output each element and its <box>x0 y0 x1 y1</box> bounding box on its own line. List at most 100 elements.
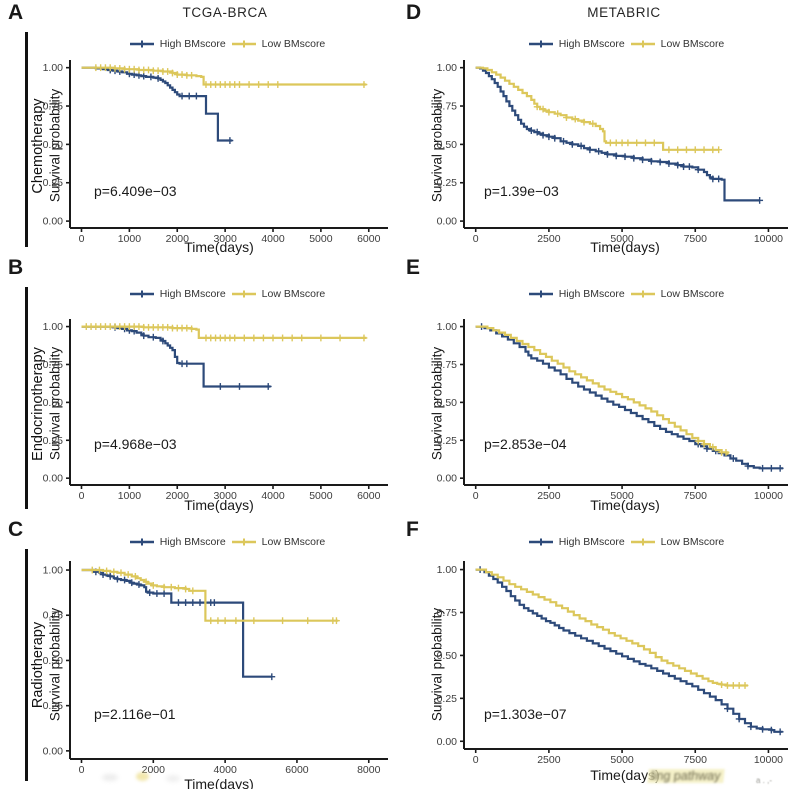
svg-text:0.75: 0.75 <box>43 359 64 371</box>
panel-letter-a: A <box>8 1 24 24</box>
svg-text:0.50: 0.50 <box>43 139 64 151</box>
svg-text:2500: 2500 <box>537 754 561 766</box>
svg-text:7500: 7500 <box>684 490 708 501</box>
x-axis-title: Time(days) <box>184 776 254 789</box>
svg-text:2500: 2500 <box>537 490 561 501</box>
legend-key-low-bmscore-icon <box>231 40 256 48</box>
x-axis-title: Time(days) <box>184 239 254 255</box>
panel-letter-f: F <box>406 518 419 541</box>
svg-text:0.00: 0.00 <box>437 473 458 485</box>
svg-text:1.00: 1.00 <box>437 321 458 333</box>
legend-label-high-bmscore: High BMscore <box>558 38 625 50</box>
svg-text:0.00: 0.00 <box>437 216 458 228</box>
km-plot: 0.00 0.25 0.50 0.75 1.00 0 2500 5000 7500 10000 <box>437 60 788 244</box>
panel-radiotherapy-tcga: Radiotherapy C High BMscore Low BMscore … <box>0 517 398 789</box>
gray-smudge-artifact <box>102 774 118 781</box>
legend-label-high-bmscore: High BMscore <box>558 536 625 548</box>
svg-text:0.50: 0.50 <box>437 397 458 409</box>
svg-text:2000: 2000 <box>166 233 190 244</box>
svg-text:0: 0 <box>473 754 479 766</box>
svg-text:0.50: 0.50 <box>437 139 458 151</box>
svg-text:5000: 5000 <box>309 233 333 244</box>
p-value-annotation: p=1.39e−03 <box>484 183 559 199</box>
panel-letter-e: E <box>406 256 421 279</box>
x-axis-title: Time(days) <box>590 239 660 255</box>
svg-text:7500: 7500 <box>684 754 708 766</box>
svg-text:0.75: 0.75 <box>43 610 64 622</box>
row-divider-bar <box>25 32 28 247</box>
row-divider-bar <box>25 287 28 509</box>
legend-key-high-bmscore-icon <box>528 40 553 48</box>
legend-label-low-bmscore: Low BMscore <box>660 288 725 300</box>
svg-text:1.00: 1.00 <box>43 321 64 333</box>
legend-label-low-bmscore: Low BMscore <box>660 38 725 50</box>
svg-text:7500: 7500 <box>684 233 708 244</box>
legend-label-low-bmscore: Low BMscore <box>660 536 725 548</box>
svg-text:5000: 5000 <box>610 490 634 501</box>
panel-endocrinotherapy-metabric: E High BMscore Low BMscore Survival prob… <box>398 255 798 517</box>
svg-text:0: 0 <box>79 233 85 244</box>
panel-endocrinotherapy-tcga: Endocrinotherapy B High BMscore Low BMsc… <box>0 255 398 517</box>
legend: High BMscore Low BMscore <box>458 288 794 300</box>
svg-text:0: 0 <box>79 490 85 501</box>
svg-text:0: 0 <box>473 490 479 501</box>
svg-text:5000: 5000 <box>610 754 634 766</box>
gray-smudge-artifact <box>166 775 180 782</box>
km-plot: 0.000.250.500.751.000 2000 4000 6000 8000 <box>43 561 388 776</box>
panel-letter-c: C <box>8 518 24 541</box>
km-plot: 0.00 0.25 0.50 0.75 1.00 0 2500 5000 7500 10000 <box>437 561 788 766</box>
legend-key-high-bmscore-icon <box>129 290 154 298</box>
p-value-annotation: p=6.409e−03 <box>94 183 177 199</box>
panel-letter-b: B <box>8 256 24 279</box>
svg-text:4000: 4000 <box>261 233 285 244</box>
svg-text:2500: 2500 <box>537 233 561 244</box>
legend-key-low-bmscore-icon <box>231 538 256 546</box>
svg-text:0.50: 0.50 <box>43 655 64 667</box>
legend-label-high-bmscore: High BMscore <box>159 536 226 548</box>
legend-key-low-bmscore-icon <box>630 40 655 48</box>
km-plot: 0.00 0.25 0.50 0.75 1.00 0 2500 5000 7500 10000 <box>437 319 788 501</box>
svg-text:0.25: 0.25 <box>43 177 64 189</box>
svg-text:3000: 3000 <box>213 233 237 244</box>
legend-label-high-bmscore: High BMscore <box>159 288 226 300</box>
dataset-title-metabric: METABRIC <box>587 5 661 20</box>
legend: High BMscore Low BMscore <box>458 38 794 50</box>
svg-text:2000: 2000 <box>166 490 190 501</box>
svg-text:1.00: 1.00 <box>43 62 64 74</box>
yellow-smudge-artifact <box>136 772 149 781</box>
svg-text:0.25: 0.25 <box>43 435 64 447</box>
svg-text:0.25: 0.25 <box>437 177 458 189</box>
legend-label-low-bmscore: Low BMscore <box>261 536 326 548</box>
legend-label-low-bmscore: Low BMscore <box>261 288 326 300</box>
svg-text:1.00: 1.00 <box>437 62 458 74</box>
panel-radiotherapy-metabric: F High BMscore Low BMscore Survival prob… <box>398 517 798 789</box>
svg-text:10000: 10000 <box>754 233 783 244</box>
svg-text:6000: 6000 <box>357 233 381 244</box>
svg-text:0.25: 0.25 <box>437 435 458 447</box>
legend: High BMscore Low BMscore <box>60 288 394 300</box>
svg-text:0.75: 0.75 <box>437 607 458 619</box>
svg-text:0.00: 0.00 <box>43 473 64 485</box>
legend: High BMscore Low BMscore <box>60 536 394 548</box>
p-value-annotation: p=2.853e−04 <box>484 436 567 452</box>
x-axis-title: Time(days) <box>590 497 660 513</box>
svg-text:5000: 5000 <box>610 233 634 244</box>
panel-chemotherapy-metabric: D METABRIC High BMscore Low BMscore Surv… <box>398 0 798 255</box>
panel-letter-d: D <box>406 1 422 24</box>
row-divider-bar <box>25 549 28 781</box>
legend: High BMscore Low BMscore <box>458 536 794 548</box>
svg-text:0: 0 <box>473 233 479 244</box>
svg-text:0.25: 0.25 <box>437 693 458 705</box>
svg-text:10000: 10000 <box>754 490 783 501</box>
legend-key-low-bmscore-icon <box>630 538 655 546</box>
legend-key-high-bmscore-icon <box>528 290 553 298</box>
x-axis-title: Time(days) <box>590 767 660 783</box>
svg-text:0.00: 0.00 <box>43 745 64 757</box>
svg-text:0.00: 0.00 <box>43 216 64 228</box>
svg-text:0.75: 0.75 <box>437 101 458 113</box>
watermark-smudge-tail: a . ,- <box>756 776 773 785</box>
svg-text:1.00: 1.00 <box>437 564 458 576</box>
svg-text:8000: 8000 <box>357 764 381 776</box>
p-value-annotation: p=4.968e−03 <box>94 436 177 452</box>
